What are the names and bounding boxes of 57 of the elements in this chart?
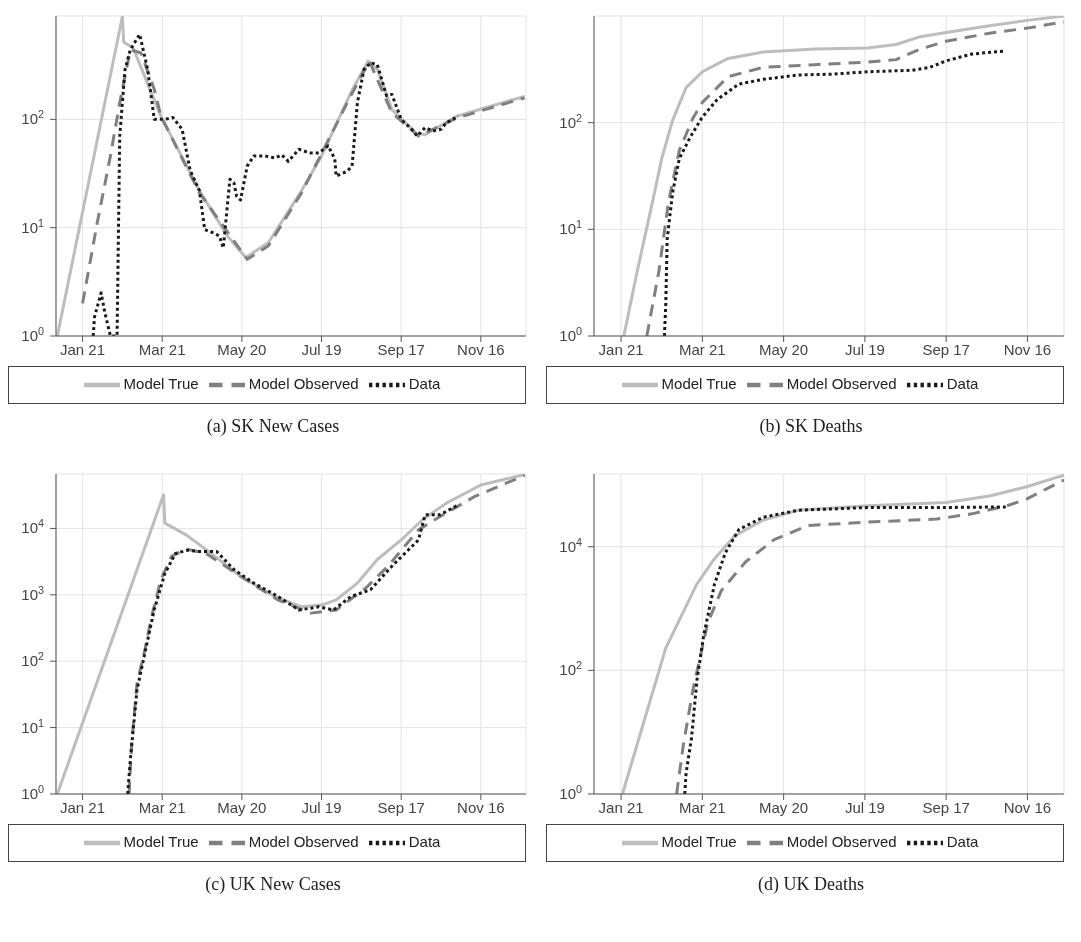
x-tick-label: May 20	[759, 798, 809, 816]
x-tick-label: Mar 21	[679, 798, 726, 816]
y-tick-label: 10$^{0}$	[559, 325, 582, 344]
x-tick-label: Jul 19	[301, 798, 342, 816]
legend-label: Data	[408, 832, 441, 850]
y-tick-label: 10$^{3}$	[21, 583, 44, 603]
x-tick-label: Jan 21	[60, 340, 106, 358]
x-tick-label: Sep 17	[922, 340, 970, 358]
x-tick-label: Mar 21	[138, 798, 186, 816]
x-tick-label: Jan 21	[598, 340, 644, 358]
x-tick-label: Mar 21	[138, 340, 186, 358]
y-tick-label: 10$^{4}$	[559, 535, 582, 555]
line-series	[81, 48, 526, 305]
line-series	[126, 504, 459, 794]
x-tick-label: Sep 17	[922, 798, 970, 816]
y-tick-label: 10$^{1}$	[21, 716, 44, 736]
legend-label: Model Observed	[786, 374, 897, 392]
x-tick-label: May 20	[759, 340, 809, 358]
y-tick-label: 10$^{0}$	[21, 325, 44, 344]
x-tick-label: May 20	[217, 340, 267, 358]
legend-label: Model True	[661, 832, 737, 850]
x-tick-label: Jul 19	[844, 798, 885, 816]
x-tick-label: Jan 21	[598, 798, 644, 816]
y-tick-label: 10$^{2}$	[559, 659, 582, 679]
y-tick-label: 10$^{2}$	[21, 650, 44, 670]
x-tick-label: May 20	[217, 798, 267, 816]
x-tick-label: Mar 21	[679, 340, 726, 358]
y-tick-label: 10$^{1}$	[21, 216, 44, 236]
text: (c) UK New Cases	[205, 874, 341, 896]
legend-label: Data	[946, 832, 979, 850]
x-tick-label: Sep 17	[377, 340, 425, 358]
x-tick-label: Nov 16	[457, 798, 505, 816]
x-tick-label: Jul 19	[844, 340, 885, 358]
text: (d) UK Deaths	[758, 874, 864, 896]
y-tick-label: 10$^{1}$	[559, 218, 582, 238]
legend-label: Model Observed	[248, 374, 359, 392]
x-tick-label: Nov 16	[1003, 340, 1052, 358]
legend-label: Data	[408, 374, 441, 392]
y-tick-label: 10$^{4}$	[21, 517, 44, 537]
text: (b) SK Deaths	[759, 416, 863, 438]
x-tick-label: Jan 21	[60, 798, 106, 816]
legend-label: Data	[946, 374, 979, 392]
y-tick-label: 10$^{2}$	[559, 111, 582, 131]
x-tick-label: Jul 19	[301, 340, 342, 358]
x-tick-label: Sep 17	[377, 798, 425, 816]
legend-label: Model True	[123, 374, 199, 392]
x-tick-label: Nov 16	[457, 340, 505, 358]
x-tick-label: Nov 16	[1003, 798, 1052, 816]
legend-label: Model Observed	[786, 832, 897, 850]
line-series	[683, 505, 1008, 794]
legend-label: Model True	[661, 374, 737, 392]
legend-label: Model Observed	[248, 832, 359, 850]
legend-label: Model True	[123, 832, 199, 850]
y-tick-label: 10$^{0}$	[21, 783, 44, 802]
y-tick-label: 10$^{2}$	[21, 108, 44, 128]
y-tick-label: 10$^{0}$	[559, 783, 582, 802]
text: (a) SK New Cases	[206, 416, 340, 438]
